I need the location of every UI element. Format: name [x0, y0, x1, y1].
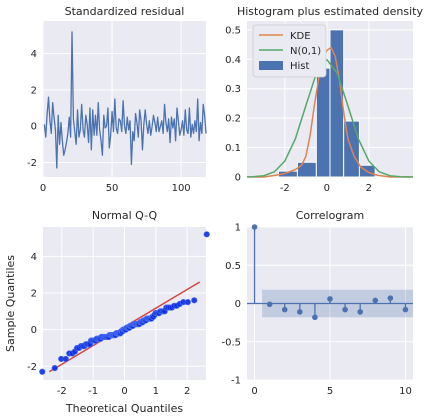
x-tick-label: 5	[327, 386, 333, 397]
y-tick-label: 0.2	[225, 114, 241, 125]
x-tick-label: 0	[121, 386, 127, 397]
histogram-density-panel: -2 0 2 0 0.1 0.2 0.3 0.4 0.5 Histogram plus esti…	[225, 5, 423, 194]
x-tick-label: 2	[184, 386, 190, 397]
chart-title: Histogram plus estimated density	[237, 5, 424, 18]
y-tick-label: 1	[235, 223, 241, 234]
tick-labels: -2 -1 0 1 2 -2 0 2 4	[27, 252, 190, 397]
y-tick-label: -0.5	[221, 337, 241, 348]
legend-hist-swatch	[259, 61, 283, 70]
x-tick-label: 0	[40, 183, 46, 194]
marks	[246, 29, 414, 178]
normal-density-curve	[246, 58, 414, 178]
y-tick-label: -2	[27, 158, 37, 169]
grid-lines	[42, 21, 206, 177]
histogram-bar	[296, 161, 317, 178]
acf-point	[342, 306, 348, 313]
y-tick-label: 0.3	[225, 84, 241, 95]
kde-curve	[247, 46, 413, 178]
y-tick-label: -2	[27, 362, 37, 373]
acf-point	[266, 301, 273, 308]
y-tick-label: 4	[31, 49, 37, 60]
qq-point	[62, 355, 69, 363]
plot-background	[43, 21, 206, 177]
y-tick-label: 0.5	[225, 25, 241, 36]
x-tick-label: 10	[399, 386, 412, 397]
y-tick-label: 0	[31, 325, 37, 336]
acf-point	[372, 297, 379, 304]
acf-point	[251, 224, 258, 230]
residual-series-line	[43, 31, 207, 169]
legend: KDE N(0,1) Hist	[252, 24, 327, 78]
chart-title: Standardized residual	[65, 5, 185, 18]
standardized-residual-panel: 0 50 100 -2 0 2 4 Standardized residual	[27, 5, 207, 194]
y-tick-label: 0.4	[225, 55, 241, 66]
marks	[247, 224, 413, 321]
x-tick-label: -2	[280, 183, 290, 194]
x-tick-label: 2	[366, 183, 372, 194]
qq-point	[191, 297, 198, 304]
x-tick-label: 0	[251, 386, 257, 397]
y-tick-label: -1	[231, 376, 241, 387]
legend-normal-label: N(0,1)	[290, 46, 321, 57]
marks	[39, 231, 210, 375]
legend-hist-label: Hist	[290, 61, 310, 72]
histogram-bar	[329, 29, 345, 178]
y-tick-label: 0.1	[225, 143, 241, 154]
y-tick-label: 0	[235, 299, 241, 310]
x-tick-label: -2	[57, 386, 67, 397]
acf-point	[281, 306, 288, 313]
qq-point	[51, 364, 58, 372]
qq-point	[203, 231, 210, 238]
x-tick-label: 50	[106, 183, 119, 194]
y-tick-label: 4	[31, 252, 37, 263]
y-tick-label: 0	[235, 173, 241, 184]
acf-point	[402, 306, 409, 313]
normal-qq-panel: -2 -1 0 1 2 -2 0 2 4 Normal Q-Q Theoretical Quan…	[4, 209, 210, 415]
acf-point	[312, 314, 318, 321]
x-tick-label: -1	[88, 386, 98, 397]
x-tick-label: 1	[153, 386, 159, 397]
acf-point	[387, 295, 394, 301]
y-tick-label: 0.5	[225, 261, 241, 272]
legend-kde-label: KDE	[290, 31, 311, 42]
tick-labels: -2 0 2 0 0.1 0.2 0.3 0.4 0.5	[225, 25, 372, 194]
y-axis-label: Sample Quantiles	[4, 255, 17, 352]
acf-point	[327, 296, 333, 302]
y-tick-label: 0	[31, 122, 37, 133]
qq-point	[39, 368, 46, 375]
acf-point	[357, 309, 363, 315]
y-tick-label: 2	[31, 85, 37, 96]
x-tick-label: 0	[324, 183, 330, 194]
tick-labels: 0 5 10 -1 -0.5 0 0.5 1	[221, 223, 411, 398]
x-axis-label: Theoretical Quantiles	[65, 402, 183, 415]
acf-point	[297, 309, 303, 315]
marks	[43, 31, 207, 169]
y-tick-label: 2	[31, 288, 37, 299]
tick-labels: 0 50 100 -2 0 2 4	[27, 49, 191, 194]
x-tick-label: 100	[172, 183, 191, 194]
qq-point	[184, 299, 191, 306]
correlogram-panel: 0 5 10 -1 -0.5 0 0.5 1 Correlogram	[221, 209, 413, 397]
chart-title: Correlogram	[296, 209, 365, 222]
chart-title: Normal Q-Q	[92, 209, 158, 222]
